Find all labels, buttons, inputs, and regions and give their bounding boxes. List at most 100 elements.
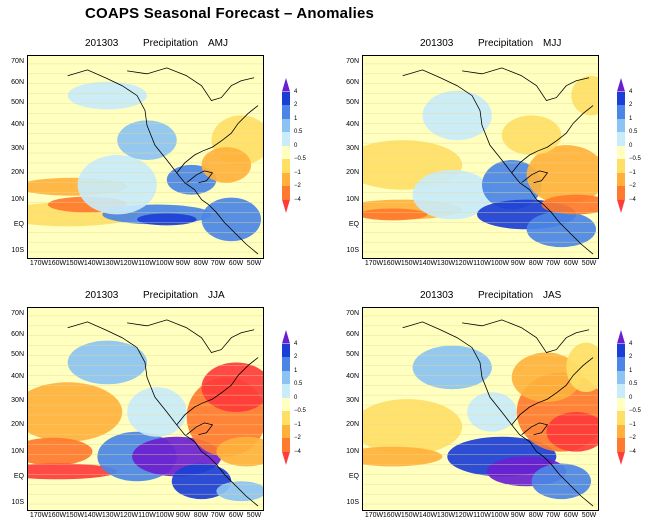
colorbar-swatch bbox=[617, 199, 625, 213]
lon-label: 80W bbox=[193, 260, 209, 267]
lon-label: 130W bbox=[436, 512, 456, 519]
lon-label: 60W bbox=[563, 512, 579, 519]
colorbar-label: 2 bbox=[294, 102, 298, 108]
lon-label: 70W bbox=[210, 260, 226, 267]
anomaly-region bbox=[412, 345, 492, 390]
lat-label: 30N bbox=[11, 397, 24, 404]
colorbar-label: −2 bbox=[294, 183, 301, 189]
panel-season: JJA bbox=[208, 290, 225, 301]
colorbar-label: −1 bbox=[294, 169, 301, 176]
lat-label: 10N bbox=[11, 196, 24, 203]
colorbar-swatch bbox=[617, 370, 625, 384]
lat-label: EQ bbox=[348, 221, 359, 228]
lat-label: 20N bbox=[346, 169, 359, 176]
colorbar-label: −0.5 bbox=[629, 408, 641, 414]
lon-label: 50W bbox=[246, 512, 262, 519]
panel-variable: Precipitation bbox=[478, 290, 534, 301]
panel-variable: Precipitation bbox=[478, 38, 534, 49]
lon-label: 140W bbox=[418, 512, 438, 519]
lat-label: 20N bbox=[11, 169, 24, 176]
anomaly-region bbox=[412, 169, 492, 220]
lon-label: 120W bbox=[454, 260, 474, 267]
map-panel-jja: 201303 Precipitation JJA 70N 60N 50N 40N 30N 20N… bbox=[0, 290, 306, 519]
lat-label: 10N bbox=[346, 448, 359, 455]
anomaly-region bbox=[216, 436, 263, 467]
colorbar-label: −2 bbox=[629, 435, 636, 441]
colorbar-swatch bbox=[282, 438, 290, 452]
colorbar-swatch bbox=[282, 357, 290, 371]
anomaly-region bbox=[171, 463, 232, 500]
colorbar-swatch bbox=[282, 118, 290, 132]
map-panel-jas: 201303 Precipitation JAS 70N 60N 50N 40N 30N 20N… bbox=[335, 290, 641, 519]
anomaly-region bbox=[363, 208, 428, 221]
lon-label: 170W bbox=[29, 260, 49, 267]
colorbar-swatch bbox=[617, 118, 625, 132]
colorbar-swatch bbox=[282, 397, 290, 411]
lat-label: 60N bbox=[346, 331, 359, 338]
anomaly-region bbox=[541, 194, 598, 215]
lon-label: 100W bbox=[155, 512, 175, 519]
coastline bbox=[402, 67, 594, 255]
panel-season: AMJ bbox=[208, 38, 228, 49]
anomaly-region bbox=[201, 362, 263, 412]
colorbar-label: 0 bbox=[629, 394, 633, 401]
colorbar-swatch bbox=[617, 132, 625, 146]
lon-label: 170W bbox=[364, 260, 384, 267]
panel-date: 201303 bbox=[420, 38, 454, 49]
lon-label: 150W bbox=[65, 260, 85, 267]
lon-label: 70W bbox=[545, 512, 561, 519]
lon-label: 60W bbox=[563, 260, 579, 267]
precipitation-map bbox=[362, 55, 599, 259]
colorbar-swatch bbox=[282, 105, 290, 119]
colorbar-swatch bbox=[282, 159, 290, 173]
anomaly-region bbox=[481, 159, 542, 210]
lon-label: 130W bbox=[101, 260, 121, 267]
anomaly-region bbox=[77, 155, 157, 215]
lon-label: 60W bbox=[228, 512, 244, 519]
colorbar-swatch bbox=[282, 370, 290, 384]
lon-label: 120W bbox=[119, 512, 139, 519]
colorbar-swatch bbox=[282, 186, 290, 200]
anomaly-region bbox=[501, 115, 562, 156]
colorbar-label: 0.5 bbox=[629, 129, 638, 135]
map-panel-amj: 201303 Precipitation AMJ 70N 60N 50N 40N 30N 20N… bbox=[0, 38, 306, 267]
lat-label: 40N bbox=[346, 121, 359, 128]
lon-label: 160W bbox=[47, 512, 67, 519]
coastline bbox=[402, 319, 594, 507]
lon-label: 140W bbox=[418, 260, 438, 267]
colorbar-label: −1 bbox=[294, 421, 301, 428]
coastline bbox=[67, 67, 259, 255]
lon-label: 50W bbox=[246, 260, 262, 267]
lat-label: 60N bbox=[346, 79, 359, 86]
anomaly-region bbox=[526, 145, 598, 205]
colorbar-label: 0.5 bbox=[294, 129, 303, 135]
lat-label: 10N bbox=[11, 448, 24, 455]
lat-label: 50N bbox=[11, 99, 24, 106]
lon-label: 100W bbox=[490, 260, 510, 267]
lon-label: 60W bbox=[228, 260, 244, 267]
colorbar-swatch bbox=[617, 397, 625, 411]
anomaly-region bbox=[67, 81, 147, 110]
lon-label: 100W bbox=[155, 260, 175, 267]
colorbar-swatch bbox=[282, 343, 290, 357]
colorbar-label: 0 bbox=[294, 394, 298, 401]
lat-label: 60N bbox=[11, 331, 24, 338]
lon-label: 140W bbox=[83, 512, 103, 519]
lon-label: 110W bbox=[138, 260, 156, 267]
colorbar-label: −4 bbox=[294, 448, 301, 455]
lon-label: 120W bbox=[454, 512, 474, 519]
lon-label: 140W bbox=[83, 260, 103, 267]
coastline bbox=[67, 319, 259, 507]
lat-label: 30N bbox=[346, 145, 359, 152]
anomaly-region bbox=[363, 399, 463, 455]
colorbar-label: −0.5 bbox=[629, 156, 641, 162]
colorbar-label: 1 bbox=[294, 115, 298, 122]
colorbar-swatch bbox=[282, 199, 290, 213]
lon-label: 80W bbox=[193, 512, 209, 519]
panel-date: 201303 bbox=[420, 290, 454, 301]
lon-label: 150W bbox=[65, 512, 85, 519]
colorbar-label: 0 bbox=[629, 142, 633, 149]
panel-season: JAS bbox=[543, 290, 562, 301]
lat-label: 70N bbox=[11, 310, 24, 317]
anomaly-region bbox=[137, 213, 197, 226]
